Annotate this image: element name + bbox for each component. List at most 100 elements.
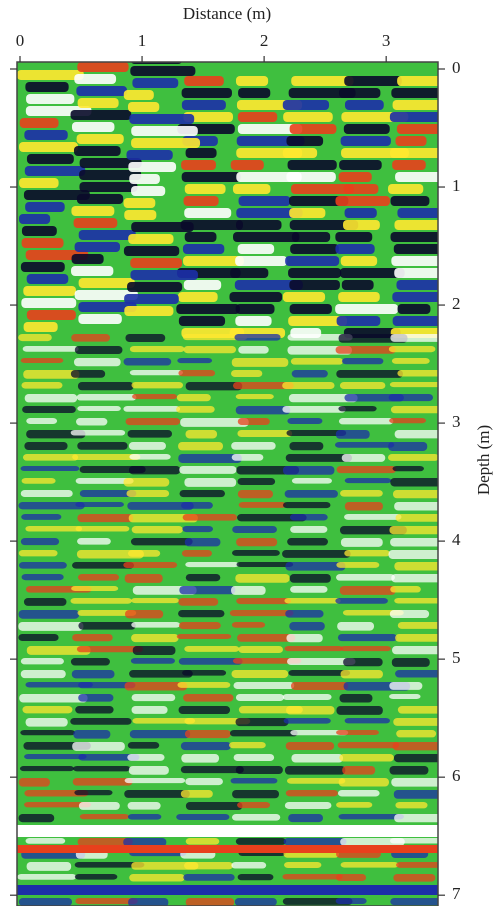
texture — [393, 244, 438, 254]
texture — [291, 478, 332, 484]
texture — [184, 718, 251, 725]
texture — [337, 622, 375, 631]
texture — [180, 742, 231, 751]
texture — [76, 194, 124, 204]
texture — [26, 154, 74, 164]
texture — [229, 742, 266, 749]
texture — [396, 280, 438, 290]
texture — [290, 586, 328, 593]
texture — [231, 670, 289, 678]
texture — [21, 382, 63, 389]
texture — [77, 98, 119, 108]
texture — [23, 598, 67, 606]
x-tick-label: 1 — [138, 31, 147, 50]
texture — [232, 184, 271, 194]
texture — [235, 406, 291, 415]
texture — [284, 802, 332, 809]
texture — [286, 172, 336, 182]
texture — [25, 82, 69, 92]
texture — [123, 478, 170, 487]
texture — [128, 466, 181, 475]
texture — [24, 130, 68, 140]
texture — [25, 718, 68, 727]
texture — [335, 442, 395, 448]
texture — [389, 682, 423, 690]
texture — [390, 538, 438, 547]
texture — [19, 178, 59, 188]
texture — [177, 358, 213, 364]
texture — [339, 586, 396, 595]
texture — [180, 220, 244, 230]
texture — [77, 538, 111, 545]
texture — [26, 94, 75, 104]
texture — [71, 122, 115, 132]
texture — [19, 142, 78, 152]
texture — [70, 718, 132, 725]
texture — [282, 100, 330, 110]
texture — [184, 730, 231, 739]
texture — [395, 514, 438, 522]
texture — [23, 370, 80, 379]
texture — [397, 622, 438, 629]
texture — [289, 280, 340, 290]
texture — [76, 134, 124, 144]
texture — [71, 586, 119, 592]
texture — [236, 562, 294, 568]
texture — [177, 292, 218, 302]
texture — [390, 148, 438, 158]
texture — [179, 586, 236, 595]
texture — [20, 538, 60, 546]
texture — [391, 574, 438, 583]
texture — [77, 610, 137, 616]
texture — [127, 502, 194, 510]
texture — [344, 502, 383, 511]
texture — [392, 466, 424, 472]
texture — [236, 208, 303, 218]
texture — [393, 874, 436, 882]
texture — [21, 574, 64, 581]
texture — [287, 160, 337, 170]
texture — [340, 490, 383, 497]
texture — [288, 88, 356, 98]
texture — [72, 634, 113, 642]
texture — [77, 838, 133, 846]
texture — [25, 682, 93, 688]
texture — [176, 814, 230, 820]
texture — [183, 112, 233, 122]
texture — [77, 442, 128, 450]
texture — [238, 346, 269, 354]
texture — [395, 136, 427, 146]
texture — [339, 268, 405, 278]
texture — [179, 466, 237, 474]
texture — [24, 442, 68, 451]
texture — [127, 430, 173, 438]
texture — [284, 766, 346, 775]
y-tick-label: 1 — [452, 176, 461, 195]
texture — [237, 244, 275, 254]
texture — [392, 490, 438, 499]
texture — [18, 334, 52, 342]
texture — [390, 406, 438, 414]
texture — [73, 146, 121, 156]
texture — [20, 658, 64, 665]
texture — [73, 766, 131, 772]
texture — [237, 112, 278, 122]
texture — [283, 502, 331, 509]
texture — [18, 622, 84, 631]
texture — [232, 658, 302, 664]
x-axis-label: Distance (m) — [183, 4, 271, 23]
texture — [234, 898, 277, 906]
texture — [77, 514, 134, 523]
texture — [397, 370, 438, 377]
plot-frame — [16, 61, 439, 906]
texture — [388, 550, 438, 559]
texture — [127, 754, 165, 761]
texture — [183, 346, 237, 354]
texture — [179, 490, 225, 498]
texture — [184, 76, 224, 86]
texture — [282, 292, 326, 302]
texture — [182, 670, 227, 676]
texture — [178, 610, 225, 618]
texture — [394, 598, 438, 604]
texture — [340, 538, 383, 547]
